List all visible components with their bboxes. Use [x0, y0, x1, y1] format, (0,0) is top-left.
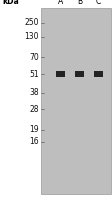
Text: C: C — [96, 0, 101, 6]
Text: 28: 28 — [29, 105, 39, 114]
Text: 51: 51 — [29, 70, 39, 79]
Text: 130: 130 — [24, 32, 39, 41]
Bar — [41, 8, 111, 194]
Bar — [56, 71, 65, 77]
Text: B: B — [77, 0, 82, 6]
Text: 70: 70 — [29, 53, 39, 62]
Text: 38: 38 — [29, 88, 39, 97]
Text: kDa: kDa — [2, 0, 19, 6]
Text: 19: 19 — [29, 125, 39, 134]
Text: 16: 16 — [29, 137, 39, 146]
Text: 250: 250 — [24, 18, 39, 27]
Text: A: A — [58, 0, 63, 6]
Bar — [75, 71, 84, 77]
Bar — [94, 71, 103, 77]
